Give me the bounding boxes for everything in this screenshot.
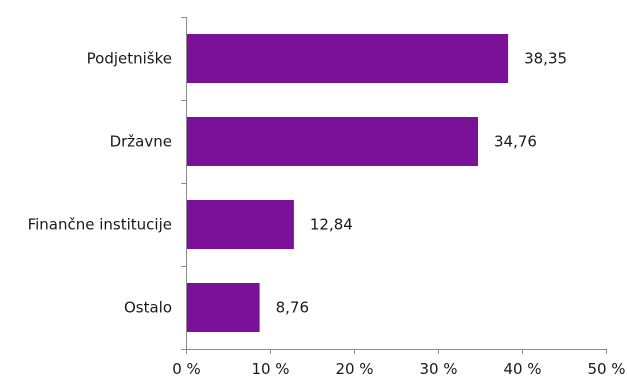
bar-1 (186, 117, 478, 166)
bars-layer (186, 34, 509, 332)
x-tick-label-3: 30 % (419, 360, 457, 378)
category-label-1: Državne (110, 133, 172, 151)
bar-3 (186, 283, 260, 332)
value-label-0: 38,35 (524, 50, 567, 68)
x-tick-label-5: 50 % (587, 360, 625, 378)
axes-layer (181, 17, 607, 354)
value-label-2: 12,84 (310, 216, 353, 234)
x-tick-label-4: 40 % (503, 360, 541, 378)
bar-2 (186, 200, 294, 249)
x-tick-label-2: 20 % (335, 360, 373, 378)
category-label-3: Ostalo (124, 299, 172, 317)
x-tick-label-1: 10 % (251, 360, 289, 378)
value-label-3: 8,76 (276, 299, 309, 317)
bar-0 (186, 34, 509, 83)
category-label-0: Podjetniške (87, 50, 172, 68)
x-tick-label-0: 0 % (172, 360, 201, 378)
value-label-1: 34,76 (494, 133, 537, 151)
labels-layer: 38,35 Podjetniške 34,76 Državne 12,84 Finančn… (28, 50, 626, 379)
category-label-2: Finančne institucije (28, 216, 172, 234)
